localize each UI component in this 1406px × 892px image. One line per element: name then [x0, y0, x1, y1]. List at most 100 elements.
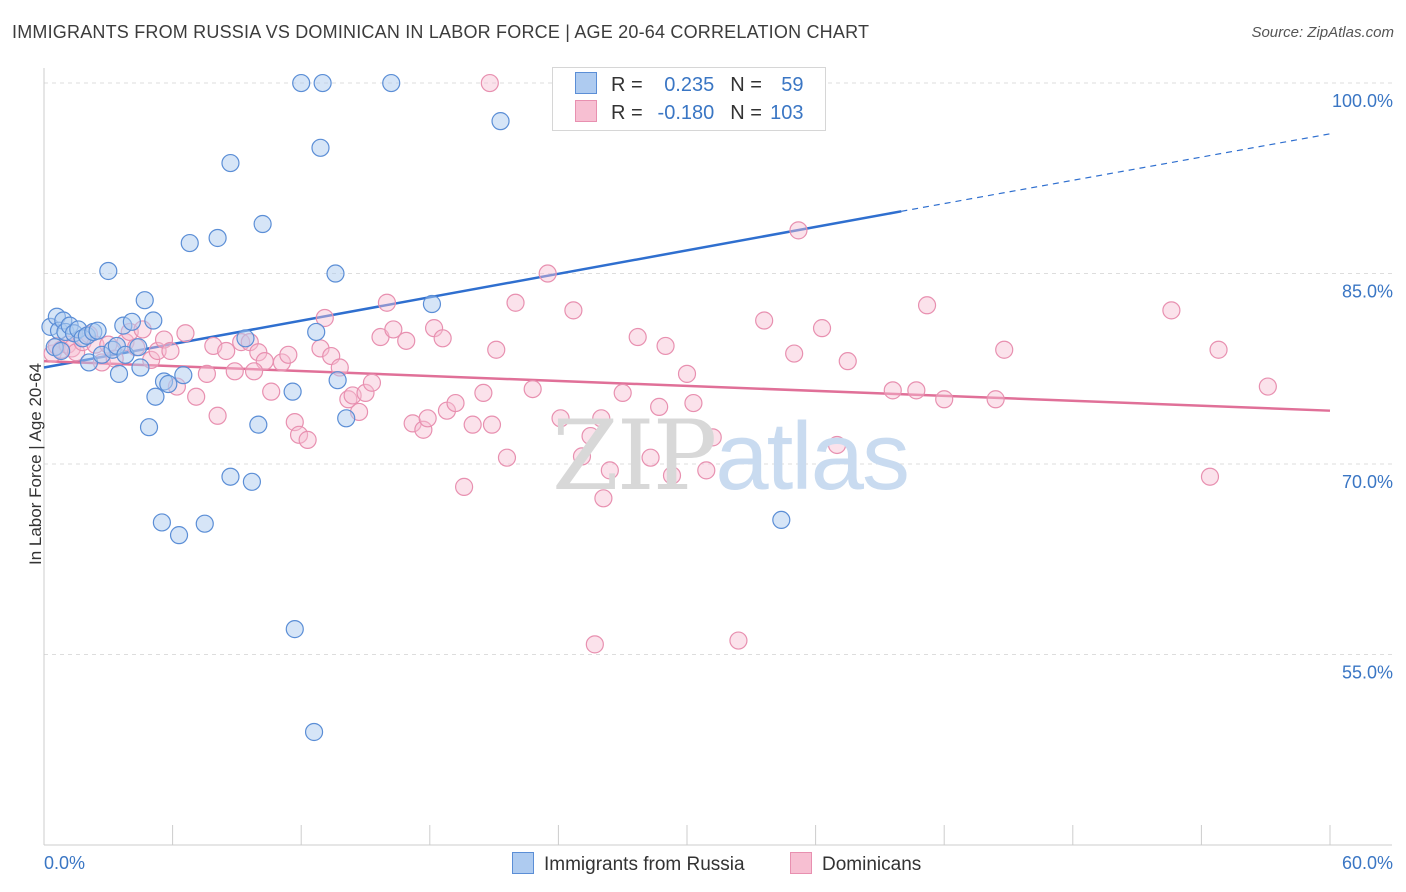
data-point-russia: [169, 526, 189, 545]
data-point-dominicans: [454, 477, 474, 496]
data-point-dominicans: [585, 635, 604, 654]
data-point-dominicans: [187, 387, 206, 406]
legend-n-label: N =: [730, 102, 762, 124]
data-point-russia: [337, 409, 356, 428]
data-point-dominicans: [497, 448, 517, 467]
y-axis-label: In Labor Force | Age 20-64: [26, 363, 45, 565]
data-point-dominicans: [789, 221, 808, 240]
data-point-dominicans: [986, 390, 1005, 409]
data-point-dominicans: [1162, 301, 1181, 320]
data-point-dominicans: [414, 420, 433, 439]
data-point-dominicans: [197, 364, 216, 383]
data-point-dominicans: [917, 296, 937, 315]
trend-line-russia-extension: [901, 133, 1331, 212]
data-point-russia: [285, 620, 304, 639]
data-point-dominicans: [208, 406, 227, 425]
data-point-dominicans: [551, 409, 570, 428]
data-point-dominicans: [474, 383, 493, 403]
axes: [43, 68, 1392, 846]
data-point-dominicans: [935, 390, 954, 409]
data-point-dominicans: [289, 425, 309, 444]
data-point-dominicans: [641, 448, 660, 467]
data-point-russia: [242, 472, 262, 491]
correlation-legend: R = 0.235 N = 59 R = -0.180 N = 103: [552, 67, 826, 131]
data-point-dominicans: [217, 341, 236, 361]
data-point-dominicans: [600, 461, 619, 480]
data-point-dominicans: [650, 397, 669, 416]
data-point-dominicans: [244, 362, 264, 381]
data-point-russia: [249, 415, 268, 434]
data-point-dominicans: [827, 435, 847, 455]
data-point-dominicans: [463, 415, 482, 434]
legend-row-russia: R = 0.235 N = 59: [575, 72, 804, 100]
data-point-dominicans: [564, 301, 583, 320]
russia-swatch: [575, 72, 597, 94]
data-point-russia: [382, 73, 401, 93]
legend-n-label: N =: [730, 74, 762, 96]
data-point-dominicans: [433, 329, 452, 348]
data-point-dominicans: [356, 383, 375, 403]
legend-item-dominicans: Dominicans: [790, 852, 921, 876]
legend-item-russia: Immigrants from Russia: [512, 852, 745, 876]
data-point-russia: [307, 322, 326, 342]
data-point-russia: [139, 418, 159, 437]
data-point-russia: [772, 510, 791, 530]
data-point-dominicans: [838, 352, 857, 371]
data-point-russia: [146, 387, 165, 406]
data-point-dominicans: [482, 415, 502, 434]
data-point-dominicans: [812, 319, 832, 338]
legend-r-label: R =: [611, 102, 643, 124]
data-point-russia: [131, 358, 150, 377]
data-point-dominicans: [703, 428, 722, 447]
data-point-dominicans: [523, 379, 542, 399]
y-tick-label: 70.0%: [1342, 472, 1393, 492]
data-point-dominicans: [279, 345, 298, 364]
data-point-dominicans: [656, 336, 675, 356]
watermark: ZIPatlas: [552, 400, 910, 512]
data-point-russia: [180, 233, 199, 253]
data-point-dominicans: [176, 324, 195, 343]
legend-r-value: -0.180: [657, 102, 715, 124]
data-point-dominicans: [662, 466, 682, 485]
data-point-russia: [328, 371, 347, 390]
data-point-dominicans: [995, 340, 1014, 359]
data-point-dominicans: [249, 343, 268, 362]
data-point-dominicans: [1200, 467, 1220, 486]
legend-label-russia: Immigrants from Russia: [544, 854, 745, 875]
data-point-russia: [283, 382, 302, 401]
watermark-atlas: atlas: [715, 403, 910, 510]
y-tick-label: 85.0%: [1342, 282, 1393, 302]
x-tick-label: 60.0%: [1342, 853, 1393, 873]
y-tick-label: 100.0%: [1332, 91, 1393, 111]
data-point-dominicans: [907, 381, 926, 400]
data-point-dominicans: [613, 383, 632, 403]
data-point-russia: [422, 294, 442, 314]
data-point-russia: [326, 264, 345, 283]
chart-title: IMMIGRANTS FROM RUSSIA VS DOMINICAN IN L…: [12, 22, 870, 42]
data-point-dominicans: [594, 489, 613, 508]
legend-r-value: 0.235: [664, 74, 715, 96]
data-point-dominicans: [384, 320, 403, 339]
legend-n-value: 59: [781, 74, 804, 96]
data-point-dominicans: [581, 426, 600, 446]
series-legend: Immigrants from Russia Dominicans: [0, 852, 1406, 878]
data-point-dominicans: [628, 327, 647, 347]
trend-line-dominicans: [43, 359, 1331, 412]
dominicans-swatch: [790, 852, 812, 874]
data-point-russia: [88, 321, 107, 340]
data-point-dominicans: [684, 393, 703, 413]
data-point-dominicans: [883, 381, 902, 400]
y-tick-label: 55.0%: [1342, 663, 1393, 683]
data-point-dominicans: [1209, 340, 1228, 359]
legend-row-dominicans: R = -0.180 N = 103: [575, 100, 804, 128]
watermark-zip: ZIP: [552, 400, 717, 512]
data-point-russia: [221, 467, 240, 486]
tick-labels: 55.0% 70.0% 85.0% 100.0% 0.0% 60.0%: [44, 91, 1393, 873]
legend-n-value: 103: [770, 102, 804, 124]
data-point-dominicans: [397, 331, 416, 350]
data-point-russia: [491, 112, 510, 131]
data-point-dominicans: [446, 393, 465, 413]
dominicans-swatch: [575, 100, 597, 122]
data-point-russia: [221, 153, 240, 173]
